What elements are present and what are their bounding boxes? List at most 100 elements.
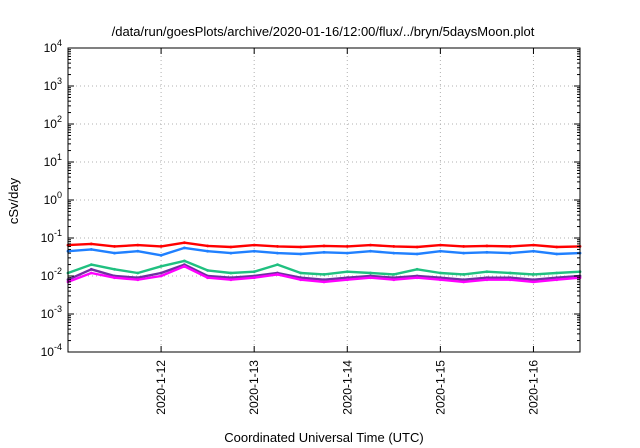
series-1-point <box>159 245 163 248</box>
series-5-point <box>485 278 489 282</box>
series-3-point <box>89 263 93 266</box>
series-3-point <box>392 273 396 276</box>
series-5-point <box>508 278 512 282</box>
series-4-point <box>532 278 535 282</box>
series-3-point <box>415 267 419 271</box>
y-tick-label: 10-4 <box>41 342 62 359</box>
series-1-point <box>345 245 349 248</box>
series-3-point <box>485 270 489 274</box>
series-1-point <box>299 245 303 249</box>
y-tick-label: 101 <box>44 152 62 169</box>
series-group <box>66 241 582 284</box>
series-5-point <box>369 276 372 280</box>
series-5-point <box>183 264 186 268</box>
series-2-point <box>322 250 326 254</box>
series-2-point <box>206 249 210 253</box>
series-3-point <box>229 271 233 275</box>
series-4-point <box>345 276 349 280</box>
x-tick-label: 2020-1-13 <box>247 360 261 415</box>
y-tick-label: 100 <box>44 190 62 207</box>
series-1-point <box>89 242 93 246</box>
y-tick-label: 10-2 <box>41 266 62 283</box>
x-tick-label: 2020-1-12 <box>154 360 168 415</box>
x-axis-label: Coordinated Universal Time (UTC) <box>224 430 423 445</box>
series-4-point <box>485 276 489 280</box>
series-2-point <box>136 249 140 253</box>
series-5-point <box>252 276 256 280</box>
series-1-point <box>322 244 326 248</box>
series-2-point <box>532 249 535 253</box>
y-axis-label: cSv/day <box>6 177 21 224</box>
series-4-point <box>462 278 465 282</box>
series-4-point <box>159 271 163 275</box>
y-axis: 10-4 10-3 10-2 10-1 100 101 102 103 104 <box>41 38 580 359</box>
series-5-point <box>159 274 163 278</box>
series-2-point <box>415 252 419 256</box>
series-2-point <box>229 251 233 255</box>
series-1-point <box>555 245 559 249</box>
x-tick-label: 2020-1-14 <box>340 360 354 415</box>
series-3-point <box>252 270 256 274</box>
series-2-point <box>485 250 489 254</box>
series-5-point <box>345 278 349 282</box>
series-3-point <box>555 271 559 275</box>
series-1-point <box>485 244 489 248</box>
series-5-point <box>206 276 210 280</box>
x-axis: 2020-1-12 2020-1-13 2020-1-14 2020-1-15 2020… <box>154 48 540 415</box>
series-1-point <box>462 245 465 248</box>
series-1-point <box>252 243 256 247</box>
x-tick-label: 2020-1-16 <box>526 360 540 415</box>
series-3-point <box>439 271 442 275</box>
chart-title: /data/run/goesPlots/archive/2020-01-16/1… <box>112 24 535 39</box>
series-2-point <box>555 252 559 256</box>
series-5-point <box>532 280 535 284</box>
series-5-point <box>439 278 442 282</box>
series-4-point <box>229 276 233 280</box>
series-1-point <box>113 245 116 248</box>
series-3-point <box>345 270 349 274</box>
series-1-point <box>439 243 442 247</box>
series-1-point <box>508 245 512 248</box>
y-tick-label: 104 <box>44 38 62 55</box>
grid <box>68 48 580 352</box>
series-5-point <box>415 276 419 280</box>
series-2-point <box>369 249 372 253</box>
series-1-point <box>392 245 396 248</box>
series-3-point <box>508 271 512 275</box>
series-4-point <box>322 278 326 282</box>
series-5-point <box>136 278 140 282</box>
series-5-point <box>322 280 326 284</box>
series-4-point <box>508 276 512 280</box>
y-tick-label: 10-1 <box>41 228 62 245</box>
series-5-point <box>113 276 116 280</box>
series-4-point <box>439 276 442 280</box>
series-4-point <box>555 276 559 280</box>
series-5-point <box>462 280 465 284</box>
series-3-point <box>276 263 279 266</box>
series-5-point <box>555 278 559 282</box>
series-3-point <box>113 267 116 271</box>
series-3-point <box>183 259 186 263</box>
series-5-point <box>229 278 233 282</box>
series-4-point <box>392 276 396 280</box>
series-2-point <box>439 249 442 253</box>
series-1-point <box>532 243 535 247</box>
series-3-point <box>299 271 303 275</box>
series-5-point <box>392 278 396 282</box>
series-1-point <box>369 243 372 247</box>
series-2-point <box>113 251 116 255</box>
y-tick-label: 10-3 <box>41 304 62 321</box>
series-3-point <box>369 271 372 275</box>
series-1-point <box>136 243 140 247</box>
series-2-point <box>89 248 93 251</box>
series-2-point <box>345 251 349 255</box>
series-2-point <box>392 251 396 255</box>
series-2-point <box>276 251 279 255</box>
series-4-point <box>89 267 93 271</box>
series-5-point <box>299 278 303 282</box>
series-2-point <box>159 253 163 257</box>
series-5-point <box>89 271 93 275</box>
y-tick-label: 103 <box>44 76 62 93</box>
series-2-point <box>299 252 303 256</box>
